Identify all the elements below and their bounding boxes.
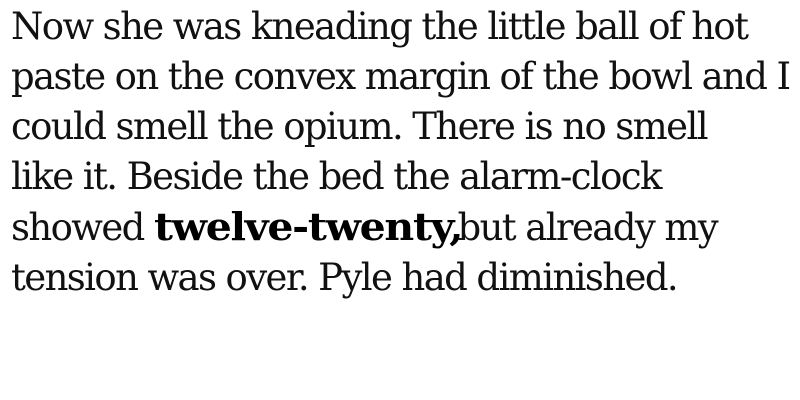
text-paragraph: Now she was kneading the little ball of …: [11, 2, 791, 303]
text-line-4: like it. Beside the bed the alarm-clock: [11, 155, 662, 198]
text-line-5-end: but already my: [447, 206, 718, 249]
bold-time-text: twelve-twenty,: [153, 204, 464, 249]
text-line-2: paste on the convex margin of the bowl a…: [11, 55, 791, 98]
text-line-1: Now she was kneading the little ball of …: [11, 5, 749, 48]
text-line-5: showed twelve-twenty, but already my: [11, 202, 790, 253]
text-line-6: tension was over. Pyle had diminished.: [11, 256, 679, 299]
text-line-5-start: showed: [11, 206, 154, 249]
text-line-3: could smell the opium. There is no smell: [11, 105, 709, 148]
